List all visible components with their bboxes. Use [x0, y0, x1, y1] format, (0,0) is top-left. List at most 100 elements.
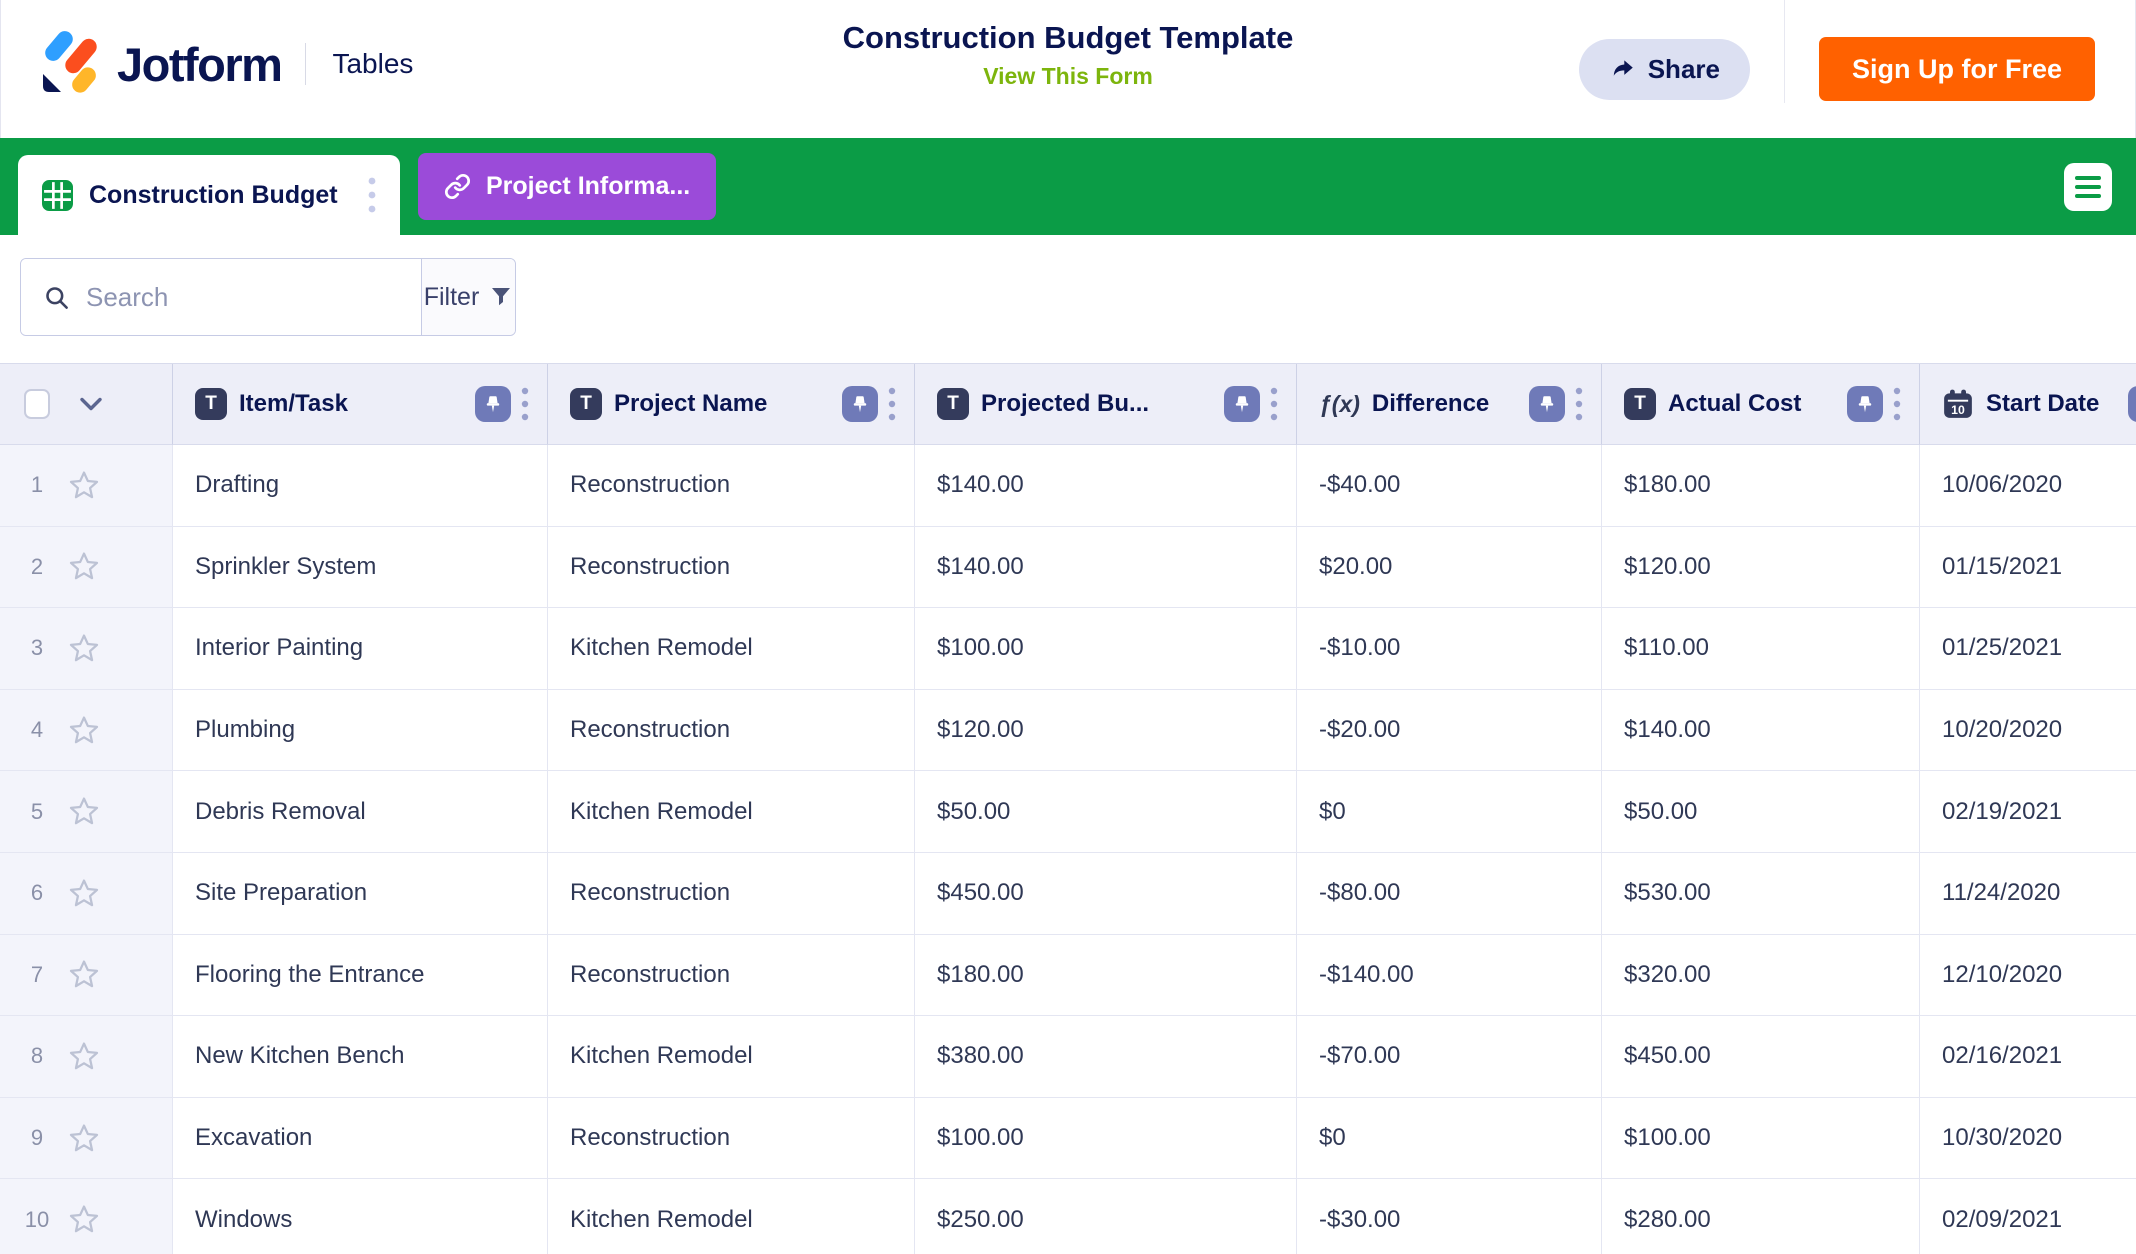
cell-projected-bu[interactable]: $50.00 [915, 771, 1297, 853]
column-menu-icon[interactable] [888, 386, 896, 422]
star-icon[interactable] [67, 1122, 101, 1155]
cell-project-name[interactable]: Reconstruction [548, 1097, 915, 1180]
cell-start-date[interactable]: 02/16/2021 [1920, 1016, 2136, 1098]
cell-actual-cost[interactable]: $50.00 [1602, 771, 1920, 853]
column-menu-icon[interactable] [1893, 386, 1901, 422]
star-icon[interactable] [67, 469, 101, 502]
cell-project-name[interactable]: Reconstruction [548, 526, 915, 609]
star-icon[interactable] [67, 877, 101, 910]
chevron-down-icon[interactable] [79, 396, 103, 413]
cell-difference[interactable]: $0 [1297, 1097, 1602, 1180]
pin-icon[interactable] [1847, 386, 1883, 422]
view-form-link[interactable]: View This Form [983, 63, 1153, 89]
cell-item-task[interactable]: Flooring the Entrance [173, 934, 548, 1017]
cell-project-name[interactable]: Kitchen Remodel [548, 1016, 915, 1098]
star-icon[interactable] [67, 714, 101, 747]
cell-projected-bu[interactable]: $180.00 [915, 934, 1297, 1017]
cell-item-task[interactable]: Drafting [173, 445, 548, 527]
cell-project-name[interactable]: Kitchen Remodel [548, 1179, 915, 1254]
cell-projected-bu[interactable]: $380.00 [915, 1016, 1297, 1098]
cell-start-date[interactable]: 01/25/2021 [1920, 608, 2136, 690]
cell-start-date[interactable]: 01/15/2021 [1920, 527, 2136, 609]
pin-icon[interactable] [2128, 386, 2136, 422]
cell-start-date[interactable]: 10/30/2020 [1920, 1098, 2136, 1180]
cell-actual-cost[interactable]: $100.00 [1602, 1097, 1920, 1180]
cell-actual-cost[interactable]: $450.00 [1602, 1016, 1920, 1098]
cell-start-date[interactable]: 10/06/2020 [1920, 445, 2136, 527]
cell-projected-bu[interactable]: $100.00 [915, 1097, 1297, 1180]
cell-project-name[interactable]: Reconstruction [548, 689, 915, 772]
tab-project-information[interactable]: Project Informa... [418, 153, 717, 220]
column-header-actual-cost[interactable]: T Actual Cost [1602, 364, 1920, 445]
cell-start-date[interactable]: 02/19/2021 [1920, 771, 2136, 853]
cell-item-task[interactable]: New Kitchen Bench [173, 1016, 548, 1098]
cell-item-task[interactable]: Plumbing [173, 689, 548, 772]
signup-button[interactable]: Sign Up for Free [1818, 37, 2095, 101]
column-header-projected-bu[interactable]: T Projected Bu... [915, 364, 1297, 445]
search-input[interactable] [86, 281, 421, 313]
filter-button[interactable]: Filter [421, 259, 515, 335]
share-button[interactable]: Share [1578, 38, 1750, 100]
column-menu-icon[interactable] [521, 386, 529, 422]
text-column-icon: T [195, 388, 227, 420]
cell-item-task[interactable]: Site Preparation [173, 852, 548, 935]
cell-difference[interactable]: -$70.00 [1297, 1016, 1602, 1098]
cell-start-date[interactable]: 11/24/2020 [1920, 853, 2136, 935]
cell-item-task[interactable]: Windows [173, 1179, 548, 1254]
jotform-logo-icon[interactable] [37, 30, 103, 98]
column-header-difference[interactable]: ƒ(x) Difference [1297, 364, 1602, 445]
cell-projected-bu[interactable]: $450.00 [915, 852, 1297, 935]
tab-construction-budget[interactable]: Construction Budget [18, 155, 400, 235]
cell-difference[interactable]: -$20.00 [1297, 689, 1602, 772]
cell-difference[interactable]: $0 [1297, 771, 1602, 853]
cell-difference[interactable]: $20.00 [1297, 526, 1602, 609]
cell-start-date[interactable]: 10/20/2020 [1920, 690, 2136, 772]
cell-projected-bu[interactable]: $140.00 [915, 445, 1297, 527]
star-icon[interactable] [67, 795, 101, 828]
board-menu-button[interactable] [2064, 163, 2112, 211]
cell-actual-cost[interactable]: $110.00 [1602, 608, 1920, 690]
pin-icon[interactable] [1529, 386, 1565, 422]
cell-project-name[interactable]: Reconstruction [548, 852, 915, 935]
column-header-item-task[interactable]: T Item/Task [173, 364, 548, 445]
cell-item-task[interactable]: Sprinkler System [173, 526, 548, 609]
cell-actual-cost[interactable]: $120.00 [1602, 526, 1920, 609]
cell-projected-bu[interactable]: $120.00 [915, 689, 1297, 772]
column-header-project-name[interactable]: T Project Name [548, 364, 915, 445]
cell-project-name[interactable]: Reconstruction [548, 445, 915, 527]
cell-difference[interactable]: -$10.00 [1297, 608, 1602, 690]
cell-project-name[interactable]: Kitchen Remodel [548, 771, 915, 853]
cell-start-date[interactable]: 02/09/2021 [1920, 1179, 2136, 1254]
cell-actual-cost[interactable]: $530.00 [1602, 852, 1920, 935]
cell-difference[interactable]: -$40.00 [1297, 445, 1602, 527]
cell-actual-cost[interactable]: $320.00 [1602, 934, 1920, 1017]
cell-projected-bu[interactable]: $140.00 [915, 526, 1297, 609]
star-icon[interactable] [67, 958, 101, 991]
tab-menu-icon[interactable] [364, 172, 380, 218]
column-menu-icon[interactable] [1270, 386, 1278, 422]
cell-start-date[interactable]: 12/10/2020 [1920, 935, 2136, 1017]
star-icon[interactable] [67, 1040, 101, 1073]
cell-actual-cost[interactable]: $280.00 [1602, 1179, 1920, 1254]
column-header-start-date[interactable]: 10 Start Date [1920, 364, 2136, 445]
cell-item-task[interactable]: Interior Painting [173, 608, 548, 690]
cell-projected-bu[interactable]: $100.00 [915, 608, 1297, 690]
star-icon[interactable] [67, 1203, 101, 1236]
cell-projected-bu[interactable]: $250.00 [915, 1179, 1297, 1254]
pin-icon[interactable] [1224, 386, 1260, 422]
cell-actual-cost[interactable]: $140.00 [1602, 689, 1920, 772]
cell-item-task[interactable]: Debris Removal [173, 771, 548, 853]
star-icon[interactable] [67, 550, 101, 583]
star-icon[interactable] [67, 632, 101, 665]
cell-difference[interactable]: -$30.00 [1297, 1179, 1602, 1254]
cell-project-name[interactable]: Kitchen Remodel [548, 608, 915, 690]
pin-icon[interactable] [475, 386, 511, 422]
select-all-checkbox[interactable] [24, 389, 50, 419]
column-menu-icon[interactable] [1575, 386, 1583, 422]
cell-difference[interactable]: -$80.00 [1297, 852, 1602, 935]
cell-actual-cost[interactable]: $180.00 [1602, 445, 1920, 527]
cell-project-name[interactable]: Reconstruction [548, 934, 915, 1017]
pin-icon[interactable] [842, 386, 878, 422]
cell-item-task[interactable]: Excavation [173, 1097, 548, 1180]
cell-difference[interactable]: -$140.00 [1297, 934, 1602, 1017]
